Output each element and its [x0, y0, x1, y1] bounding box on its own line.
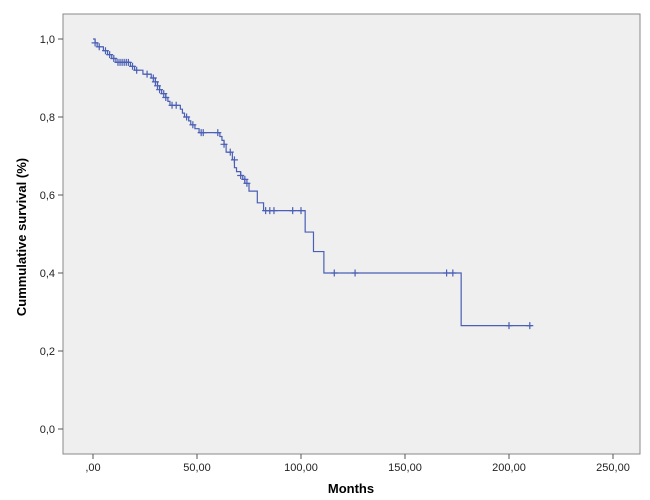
censor-mark	[151, 78, 159, 86]
censor-mark	[156, 86, 164, 94]
x-axis: ,00 50,00 100,00 150,00 200,00 250,00	[85, 454, 630, 474]
censor-mark	[95, 43, 103, 51]
censor-mark	[183, 113, 191, 121]
y-tick-label: 0,6	[40, 190, 55, 202]
y-tick-label: 0,0	[40, 424, 55, 436]
x-tick-label: 150,00	[388, 462, 422, 474]
censor-mark	[189, 121, 197, 129]
x-tick-label: 100,00	[284, 462, 318, 474]
censor-mark	[297, 207, 305, 215]
x-axis-title: Months	[328, 481, 374, 496]
censor-mark	[106, 51, 114, 59]
censor-mark	[110, 55, 118, 62]
censor-mark	[91, 39, 99, 47]
censor-mark	[149, 74, 157, 82]
censor-mark	[351, 269, 359, 277]
y-tick-label: 0,2	[40, 346, 55, 358]
censor-mark	[101, 47, 109, 55]
censor-mark	[124, 58, 132, 66]
plot-area	[62, 13, 641, 455]
survival-curve-line	[93, 38, 532, 327]
x-tick-label: 200,00	[492, 462, 526, 474]
censor-marks	[91, 39, 534, 330]
censor-mark	[172, 101, 180, 109]
censor-mark	[505, 322, 513, 330]
censor-mark	[241, 175, 249, 183]
x-tick-label: ,00	[85, 462, 100, 474]
y-tick-label: 0,4	[40, 268, 55, 280]
y-tick-label: 1,0	[40, 34, 55, 46]
censor-mark	[449, 269, 457, 277]
censor-mark	[230, 156, 238, 164]
censor-mark	[220, 140, 228, 148]
censor-mark	[129, 62, 137, 70]
y-tick-label: 0,8	[40, 112, 55, 124]
censor-mark	[226, 148, 234, 156]
censor-mark	[289, 207, 297, 215]
censor-mark	[526, 322, 534, 330]
y-axis-title: Cummulative survival (%)	[14, 158, 29, 316]
censor-mark	[270, 207, 278, 215]
censor-mark	[162, 94, 170, 101]
censor-mark	[143, 70, 151, 78]
censor-mark	[160, 90, 168, 98]
x-tick-label: 250,00	[596, 462, 630, 474]
y-axis: 0,0 0,2 0,4 0,6 0,8 1,0	[40, 34, 63, 436]
censor-mark	[153, 82, 161, 90]
censor-mark	[133, 66, 141, 74]
censor-mark	[199, 129, 207, 137]
x-tick-label: 50,00	[183, 462, 211, 474]
censor-mark	[443, 269, 451, 277]
censor-mark	[214, 129, 222, 137]
censor-mark	[243, 179, 251, 187]
censor-mark	[237, 172, 245, 179]
censor-mark	[330, 269, 338, 277]
